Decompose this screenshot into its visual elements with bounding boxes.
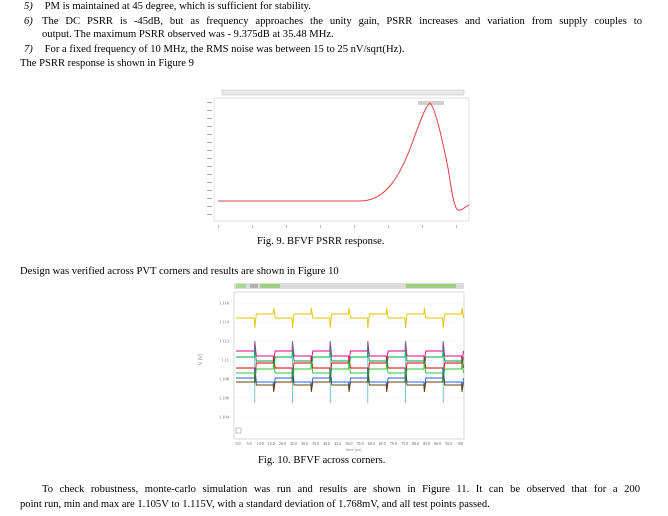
conclusion-line2: point run, min and max are 1.105V to 1.1…	[20, 499, 490, 510]
corner-trace	[236, 371, 464, 393]
y-tick-label: 1.114	[219, 320, 230, 325]
x-tick-label: 85.0	[423, 441, 430, 446]
x-tick-label: 65.0	[379, 441, 386, 446]
pvt-plot: 1.116 1.114 1.112 1.11 1.108 1.106 1.104 0.0 5.…	[196, 281, 468, 453]
y-tick-label: 1.11	[221, 358, 229, 363]
x-tick-label: 30.0	[301, 441, 308, 446]
x-tick-label: 20.0	[279, 441, 286, 446]
list-number: 6)	[24, 16, 33, 27]
x-tick-label: 45.0	[334, 441, 341, 446]
x-tick-label: 80.0	[412, 441, 419, 446]
x-tick-label: 10.0	[257, 441, 264, 446]
list-item-5: 5) PM is maintained at 45 degree, which …	[24, 0, 311, 13]
plot-scrollbar[interactable]	[221, 89, 465, 96]
psrr-intro: The PSRR response is shown in Figure 9	[20, 58, 194, 69]
list-item-7: 7) For a fixed frequency of 10 MHz, the …	[24, 43, 404, 56]
list-text: For a fixed frequency of 10 MHz, the RMS…	[44, 44, 405, 55]
svg-text:V (V): V (V)	[198, 353, 204, 365]
corner-trace	[236, 357, 464, 379]
x-tick-label: 25.0	[290, 441, 297, 446]
x-tick-label: 50.0	[346, 441, 353, 446]
y-tick-label: 1.112	[219, 339, 229, 344]
x-tick-label: 95.0	[445, 441, 452, 446]
psrr-trace	[218, 102, 470, 211]
figure-10-caption: Fig. 10. BFVF across corners.	[258, 455, 386, 466]
figure-9-caption: Fig. 9. BFVF PSRR response.	[257, 236, 385, 247]
list-text: PM is maintained at 45 degree, which is …	[44, 1, 311, 12]
corner-trace	[236, 346, 464, 368]
y-tick-label: 1.104	[219, 415, 230, 420]
x-tick-label: 75.0	[401, 441, 408, 446]
corner-trace	[236, 307, 464, 329]
x-tick-label: 15.0	[268, 441, 275, 446]
x-tick-label: 5.0	[247, 441, 252, 446]
list-text-line2: output. The maximum PSRR observed was - …	[42, 29, 334, 40]
list-item-6: 6) The DC PSRR is -45dB, but as frequenc…	[24, 15, 642, 28]
x-tick-label: 40.0	[323, 441, 330, 446]
list-number: 5)	[24, 1, 33, 12]
x-tick-label: 35.0	[312, 441, 319, 446]
corner-trace	[236, 340, 464, 362]
y-tick-label: 1.108	[219, 377, 230, 382]
x-tick-label: 70.0	[390, 441, 397, 446]
zoom-fit-icon[interactable]	[235, 427, 242, 434]
psrr-plot	[200, 88, 472, 234]
x-tick-label: 0.0	[236, 441, 241, 446]
pvt-intro: Design was verified across PVT corners a…	[20, 266, 339, 277]
y-tick-label: 1.106	[219, 396, 230, 401]
list-number: 7)	[24, 44, 33, 55]
figure-9	[200, 88, 472, 234]
svg-text:time (us): time (us)	[346, 447, 362, 452]
x-tick-label: 60.0	[368, 441, 375, 446]
x-tick-label: 90.0	[434, 441, 441, 446]
x-tick-label: 100	[457, 441, 463, 446]
y-tick-label: 1.116	[219, 301, 230, 306]
corner-trace	[236, 367, 464, 389]
list-text-line1: The DC PSRR is -45dB, but as frequency a…	[42, 16, 642, 27]
corner-trace	[236, 362, 464, 384]
conclusion-line1: To check robustness, monte-carlo simulat…	[42, 484, 640, 495]
x-tick-label: 55.0	[357, 441, 364, 446]
figure-10: 1.116 1.114 1.112 1.11 1.108 1.106 1.104 0.0 5.…	[196, 281, 468, 453]
